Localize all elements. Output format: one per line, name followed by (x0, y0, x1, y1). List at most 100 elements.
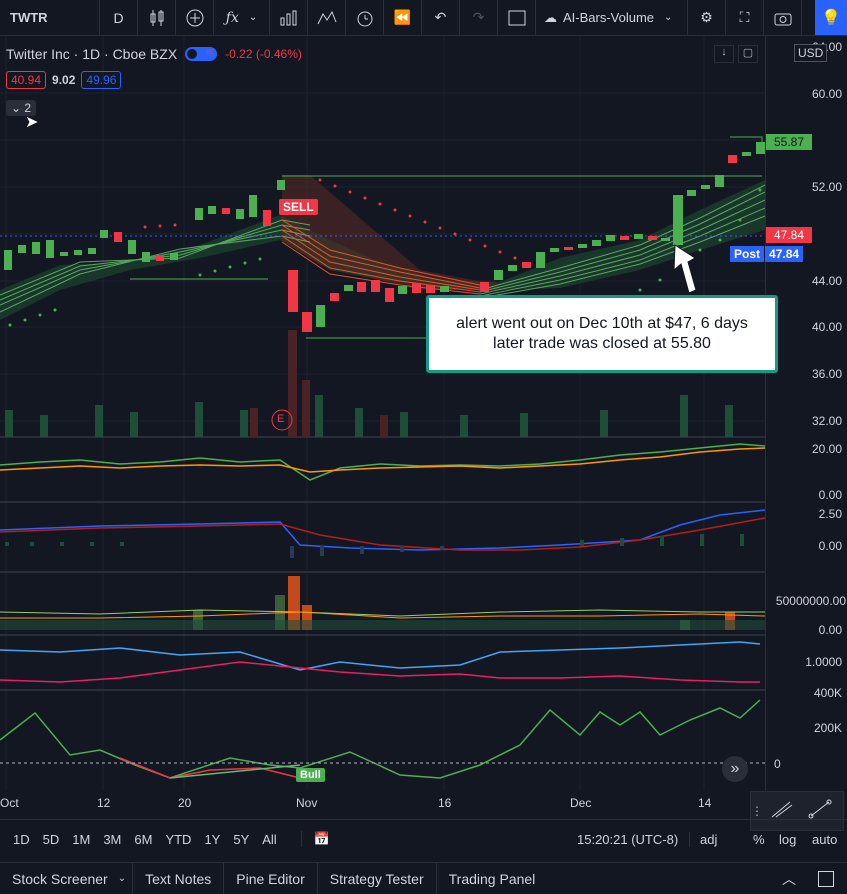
annotation-callout[interactable]: alert went out on Dec 10th at $47, 6 day… (426, 295, 778, 373)
tab-strategy-tester[interactable]: Strategy Tester (318, 863, 437, 894)
range-all-button[interactable]: All (262, 831, 277, 847)
price-axis[interactable]: 64.00 USD 60.00 55.87 52.00 47.84 44.00 … (765, 36, 847, 819)
candles (4, 142, 765, 332)
post-label: Post (730, 246, 765, 262)
adx-line-orange (0, 447, 766, 473)
indicator-template-label: AI-Bars-Volume (563, 10, 655, 25)
indicators-icon[interactable]: ƒx ⌄ (214, 0, 270, 35)
spread-value: 9.02 (52, 73, 76, 87)
volume-axis-label: 50000000.00 (775, 594, 846, 608)
clock-display[interactable]: 15:20:21 (UTC-8) (577, 831, 679, 847)
alert-icon[interactable] (346, 0, 384, 35)
earnings-marker[interactable] (271, 409, 293, 431)
ask-badge: 49.96 (81, 71, 122, 89)
sell-signal-label: SELL (279, 199, 318, 215)
idea-icon[interactable]: 💡 (815, 0, 847, 35)
tab-label: Trading Panel (448, 870, 536, 887)
tab-label: Text Notes (145, 870, 212, 887)
obv-bull-line (169, 764, 301, 779)
range-3m-button[interactable]: 3M (103, 831, 122, 847)
chevron-down-icon: ⌄ (11, 101, 25, 115)
range-1m-button[interactable]: 1M (72, 831, 91, 847)
adx-axis-label: 0.00 (818, 488, 842, 502)
legend-title: Twitter Inc · 1D · Cboe BZX (6, 46, 178, 62)
x-axis-label: Oct (0, 796, 19, 810)
axis-label: 52.00 (811, 180, 842, 194)
volume-pane-bars (0, 576, 765, 630)
bull-signal-label: Bull (296, 768, 325, 782)
tab-stock-screener[interactable]: Stock Screener ⌄ (0, 863, 134, 894)
marker-price-tag: 47.84 (766, 227, 812, 243)
range-5d-button[interactable]: 5D (42, 831, 60, 847)
range-1d-button[interactable]: 1D (13, 831, 30, 847)
range-1y-button[interactable]: 1Y (204, 831, 221, 847)
indicator-template-button[interactable]: ☁ AI-Bars-Volume ⌄ (536, 0, 688, 35)
top-toolbar: TWTR D ƒx ⌄ ⏪ ↶ ↷ ☁ AI-Bars-Volume ⌄ ⚙ ⛶ 💡 (0, 0, 847, 36)
volume-bars-down (250, 330, 388, 437)
multi-line-tool-icon[interactable] (763, 799, 801, 824)
collapse-indicators-button[interactable]: ⌄ 2 (6, 100, 37, 116)
ratio-line-pink (0, 661, 760, 683)
ratio-line-blue (0, 641, 761, 671)
currency-label[interactable]: USD (794, 44, 828, 62)
ribbon-lines-up (0, 184, 766, 313)
time-range-bar: 1D 5D 1M 3M 6M YTD 1Y 5Y All 📅 15:20:21 … (0, 819, 847, 858)
fullscreen-icon[interactable]: ⛶ (726, 0, 764, 35)
undo-icon[interactable]: ↶ (422, 0, 460, 35)
symbol-search-button[interactable]: TWTR (0, 0, 100, 35)
post-market-tag: Post 47.84 (730, 246, 804, 262)
bottom-panel-tabs: Stock Screener ⌄ Text Notes Pine Editor S… (0, 862, 847, 894)
range-5y-button[interactable]: 5Y (233, 831, 250, 847)
range-6m-button[interactable]: 6M (134, 831, 153, 847)
macd-axis-label: 0.00 (818, 539, 842, 553)
scroll-down-icon[interactable]: ↓ (714, 45, 734, 63)
x-axis-label: Dec (570, 796, 592, 810)
maximize-pane-icon[interactable]: ▢ (738, 45, 758, 63)
macd-line-blue (0, 509, 766, 551)
strategy-icon[interactable] (308, 0, 346, 35)
bid-badge: 40.94 (6, 71, 47, 89)
axis-label: 60.00 (811, 87, 842, 101)
volume-bars (5, 395, 733, 437)
tab-label: Stock Screener (12, 870, 108, 887)
axis-label: 40.00 (811, 320, 842, 334)
chart-canvas[interactable] (0, 36, 847, 819)
range-ytd-button[interactable]: YTD (165, 831, 192, 847)
layout-icon[interactable] (498, 0, 536, 35)
auto-scale-button[interactable]: auto (812, 831, 838, 847)
log-scale-button[interactable]: log (779, 831, 797, 847)
drag-handle-icon[interactable]: ⋮ (751, 804, 763, 818)
bars-style-icon[interactable] (138, 0, 176, 35)
tab-trading-panel[interactable]: Trading Panel (437, 863, 548, 894)
drawing-favorites-bar: ⋮ (750, 791, 844, 831)
obv-axis-label: 200K (813, 721, 842, 735)
macd-line-red (0, 517, 766, 551)
volume-axis-label: 0.00 (818, 623, 842, 637)
arrow-icon (673, 244, 697, 294)
replay-icon[interactable]: ⏪ (384, 0, 422, 35)
x-axis-label: 12 (97, 796, 111, 810)
interval-button[interactable]: D (100, 0, 138, 35)
redo-icon[interactable]: ↷ (460, 0, 498, 35)
snapshot-icon[interactable] (764, 0, 802, 35)
date-range-icon[interactable]: 📅 (300, 831, 330, 847)
post-price: 47.84 (764, 246, 804, 262)
callout-text: alert went out on Dec 10th at $47, 6 day… (456, 315, 748, 352)
adj-button[interactable]: adj (689, 831, 717, 847)
templates-icon[interactable] (270, 0, 308, 35)
add-compare-icon[interactable] (176, 0, 214, 35)
legend-toggle-icon[interactable]: ≋ (185, 47, 218, 61)
maximize-panel-icon[interactable] (818, 870, 834, 887)
tab-label: Strategy Tester (329, 870, 424, 887)
chevron-down-icon: ⌄ (117, 873, 127, 884)
percent-scale-button[interactable]: % (753, 831, 765, 847)
settings-icon[interactable]: ⚙ (688, 0, 726, 35)
tab-text-notes[interactable]: Text Notes (133, 863, 225, 894)
chevron-up-icon[interactable]: ︿ (782, 870, 796, 887)
tab-pine-editor[interactable]: Pine Editor (224, 863, 318, 894)
scroll-to-realtime-icon[interactable]: » (722, 756, 748, 782)
x-axis-label: 20 (178, 796, 192, 810)
symbol-legend: Twitter Inc · 1D · Cboe BZX ≋ -0.22 (-0.… (6, 46, 302, 62)
trend-line-tool-icon[interactable] (801, 799, 839, 824)
cloud-icon: ☁ (544, 9, 557, 25)
